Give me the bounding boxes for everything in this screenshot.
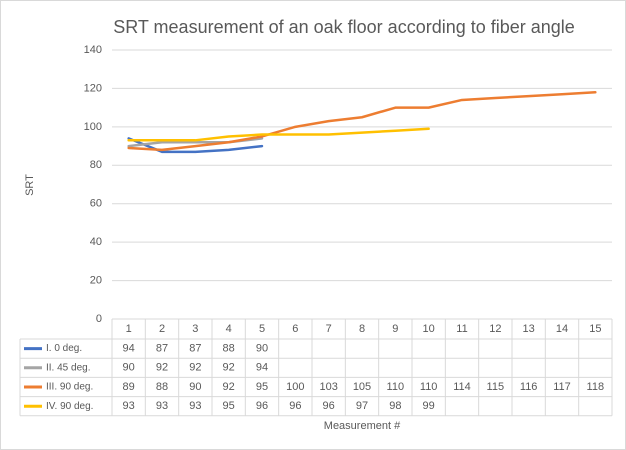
legend-label: II. 45 deg. [46, 362, 90, 373]
table-value: 97 [356, 400, 368, 412]
x-tick-label: 6 [292, 323, 298, 335]
y-tick-label: 100 [84, 121, 102, 133]
series-line [127, 137, 264, 154]
table-value: 92 [223, 381, 235, 393]
table-value: 95 [223, 400, 235, 412]
legend-label: I. 0 deg. [46, 343, 82, 354]
table-value: 115 [487, 381, 505, 393]
x-tick-label: 4 [226, 323, 232, 335]
y-tick-label: 40 [90, 236, 102, 248]
table-value: 87 [156, 343, 168, 355]
x-tick-label: 11 [456, 323, 467, 335]
table-value: 88 [223, 343, 235, 355]
x-axis-label: Measurement # [324, 420, 401, 432]
series-line [127, 127, 430, 142]
table-value: 92 [156, 362, 168, 374]
table-value: 90 [189, 381, 201, 393]
table-value: 100 [286, 381, 304, 393]
table-value: 94 [123, 343, 135, 355]
series-line [127, 91, 597, 152]
y-tick-label: 20 [90, 274, 102, 286]
x-tick-label: 9 [392, 323, 398, 335]
x-tick-label: 13 [523, 323, 535, 335]
table-value: 114 [453, 381, 471, 393]
table-value: 90 [123, 362, 135, 374]
table-value: 87 [189, 343, 201, 355]
table-value: 93 [123, 400, 135, 412]
x-tick-label: 12 [489, 323, 501, 335]
table-value: 92 [189, 362, 201, 374]
y-tick-label: 60 [90, 198, 102, 210]
table-value: 95 [256, 381, 268, 393]
table-value: 110 [387, 381, 405, 393]
table-value: 88 [156, 381, 168, 393]
table-value: 90 [256, 343, 268, 355]
x-tick-label: 8 [359, 323, 365, 335]
legend-label: IV. 90 deg. [46, 401, 93, 412]
y-tick-label: 80 [90, 159, 102, 171]
table-value: 92 [223, 362, 235, 374]
table-value: 118 [587, 381, 605, 393]
table-value: 116 [520, 381, 538, 393]
y-tick-label: 0 [96, 313, 102, 325]
x-tick-label: 1 [126, 323, 132, 335]
table-value: 96 [289, 400, 301, 412]
table-value: 98 [389, 400, 401, 412]
x-tick-label: 5 [259, 323, 265, 335]
table-value: 99 [423, 400, 435, 412]
x-tick-label: 2 [159, 323, 165, 335]
x-tick-label: 15 [589, 323, 601, 335]
table-value: 103 [319, 381, 337, 393]
table-value: 96 [323, 400, 335, 412]
x-tick-label: 3 [192, 323, 198, 335]
y-tick-label: 140 [84, 44, 102, 56]
legend-label: III. 90 deg. [46, 382, 93, 393]
x-tick-label: 7 [326, 323, 332, 335]
table-value: 110 [420, 381, 438, 393]
table-value: 89 [123, 381, 135, 393]
y-axis-label: SRT [24, 174, 36, 196]
table-value: 93 [189, 400, 201, 412]
x-tick-label: 10 [423, 323, 435, 335]
table-value: 94 [256, 362, 268, 374]
x-tick-label: 14 [556, 323, 568, 335]
y-tick-label: 120 [84, 82, 102, 94]
table-value: 105 [353, 381, 371, 393]
table-value: 96 [256, 400, 268, 412]
chart-title: SRT measurement of an oak floor accordin… [113, 17, 575, 37]
table-value: 93 [156, 400, 168, 412]
table-value: 117 [553, 381, 571, 393]
